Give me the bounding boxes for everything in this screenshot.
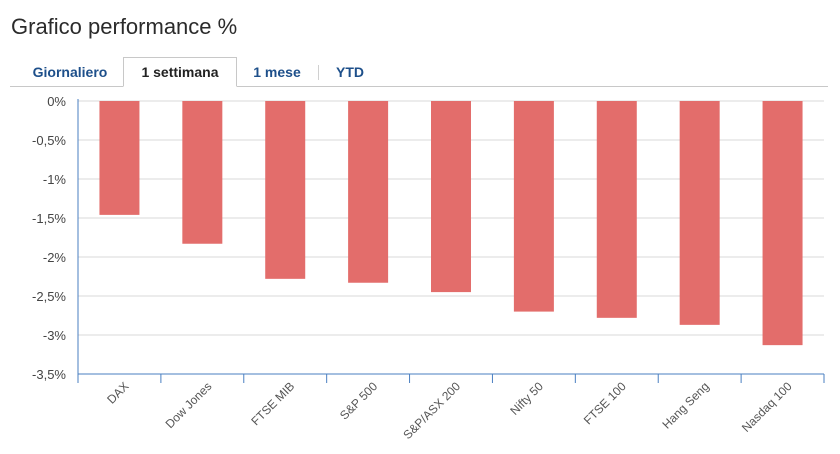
bar [182,101,223,244]
category-label: S&P/ASX 200 [400,379,463,442]
y-tick-label: -2% [43,250,67,265]
tab-1-settimana[interactable]: 1 settimana [123,57,237,87]
y-tick-label: -3,5% [32,367,66,382]
bar [99,101,140,215]
bar [265,101,306,279]
category-label: FTSE 100 [581,379,629,427]
y-tick-label: 0% [47,94,66,109]
category-label: DAX [104,379,131,406]
category-label: Nasdaq 100 [739,379,795,435]
tab-1-mese[interactable]: 1 mese [253,64,301,80]
y-tick-label: -0,5% [32,133,66,148]
category-label: Dow Jones [163,379,215,431]
page-title: Grafico performance % [11,14,238,39]
y-tick-label: -3% [43,328,67,343]
tab-separator [318,65,319,80]
tab-ytd[interactable]: YTD [336,64,364,80]
bar [348,101,389,283]
bar [679,101,720,325]
bar [762,101,803,346]
category-label: S&P 500 [337,379,380,422]
y-tick-label: -1,5% [32,211,66,226]
category-label: Nifty 50 [507,379,546,418]
tab-giornaliero[interactable]: Giornaliero [32,64,108,80]
category-label: Hang Seng [659,379,711,431]
category-label: FTSE MIB [248,379,297,428]
bar [596,101,637,318]
period-tabs: Giornaliero 1 settimana 1 mese YTD [10,57,828,87]
bar [431,101,471,293]
y-tick-label: -1% [43,172,67,187]
y-tick-label: -2,5% [32,289,66,304]
bar [513,101,554,312]
